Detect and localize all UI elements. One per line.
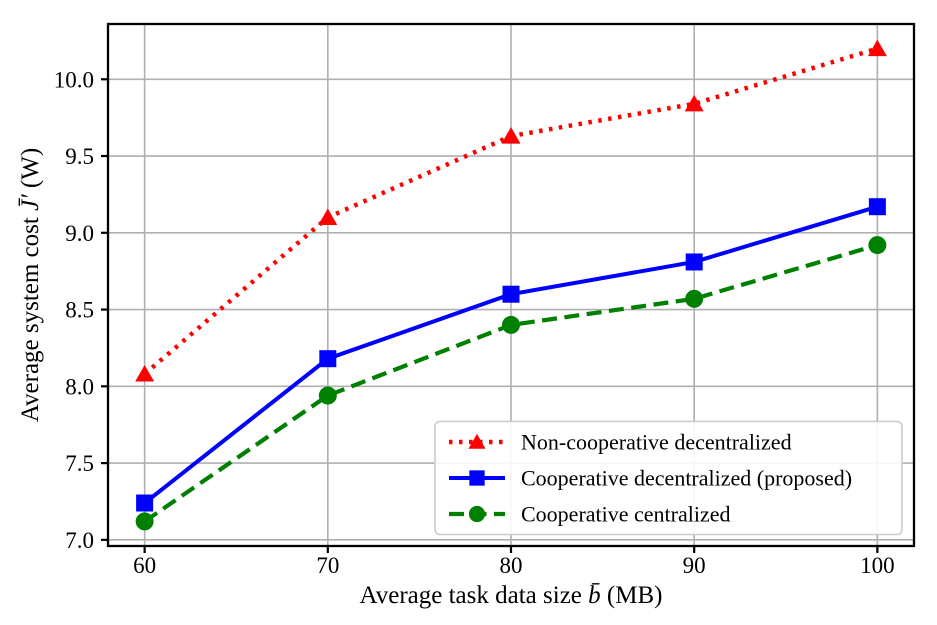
triangle-marker xyxy=(135,365,155,382)
y-tick-label: 9.5 xyxy=(65,144,94,169)
triangle-marker xyxy=(318,208,338,225)
x-axis-label: Average task data size b̄ (MB) xyxy=(360,582,663,609)
data-series xyxy=(135,39,887,531)
square-marker xyxy=(319,350,337,368)
circle-marker xyxy=(502,315,520,334)
y-tick-label: 8.0 xyxy=(65,374,94,399)
square-marker xyxy=(136,494,154,512)
triangle-marker xyxy=(501,127,521,144)
circle-marker xyxy=(685,289,704,308)
triangle-marker xyxy=(468,433,486,449)
plot-border xyxy=(106,22,916,548)
legend-box xyxy=(434,420,903,536)
y-tick-label: 10.0 xyxy=(54,67,94,92)
grid-lines xyxy=(108,24,914,546)
circle-marker xyxy=(318,386,337,405)
x-tick-labels: 60 70 80 90 100 xyxy=(133,553,894,578)
legend-label-cooperative-centralized: Cooperative centralized xyxy=(521,502,731,527)
legend: Non-cooperative decentralized Cooperativ… xyxy=(434,420,903,536)
square-marker xyxy=(469,470,485,486)
y-axis-label: Average system cost J̄′ (W) xyxy=(17,148,44,422)
y-tick-label: 9.0 xyxy=(65,221,94,246)
y-tick-label: 7.5 xyxy=(65,451,94,476)
square-marker xyxy=(868,198,886,216)
axis-tick-marks xyxy=(101,78,879,553)
y-tick-labels: 7.0 7.5 8.0 8.5 9.0 9.5 10.0 xyxy=(54,67,94,553)
circle-marker xyxy=(868,236,887,255)
legend-label-cooperative-decentralized: Cooperative decentralized (proposed) xyxy=(521,466,852,491)
x-tick-label: 100 xyxy=(860,553,895,578)
triangle-marker xyxy=(867,39,887,57)
x-tick-label: 80 xyxy=(500,553,523,578)
y-tick-label: 8.5 xyxy=(65,298,94,323)
legend-label-non-cooperative: Non-cooperative decentralized xyxy=(521,430,792,455)
x-tick-label: 60 xyxy=(133,553,156,578)
circle-marker xyxy=(135,512,154,531)
legend-samples xyxy=(449,433,505,523)
x-tick-label: 70 xyxy=(316,553,339,578)
x-tick-label: 90 xyxy=(683,553,706,578)
square-marker xyxy=(685,253,703,271)
square-marker xyxy=(502,285,520,303)
triangle-marker xyxy=(684,94,704,112)
circle-marker xyxy=(468,505,486,523)
y-tick-label: 7.0 xyxy=(65,528,94,553)
